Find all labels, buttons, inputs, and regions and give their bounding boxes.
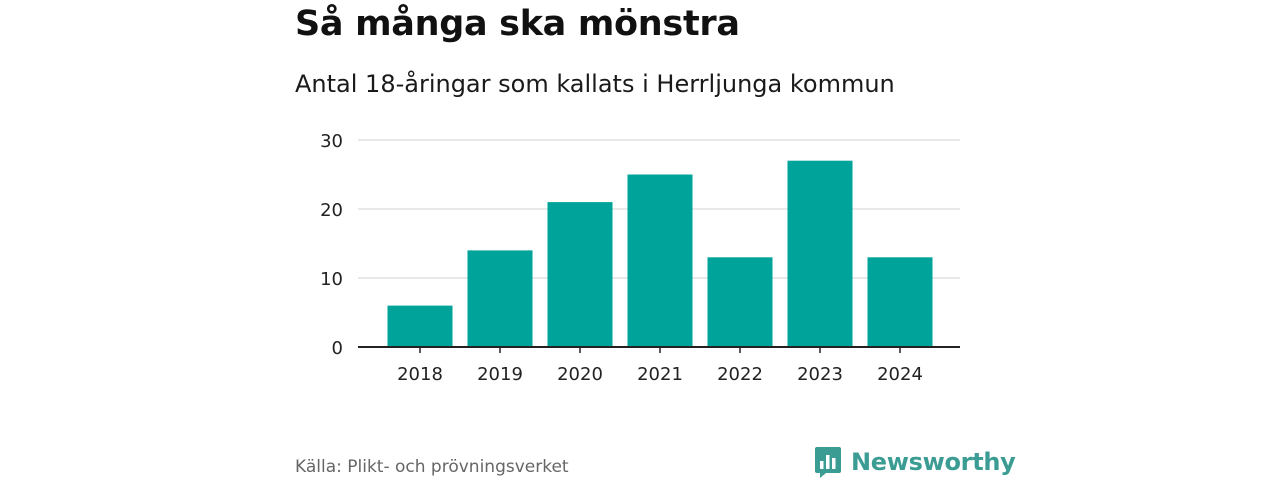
y-tick-label: 10 xyxy=(320,269,343,290)
bar xyxy=(387,305,453,347)
bar-chart-speech-bubble-icon xyxy=(815,447,841,478)
y-tick-label: 0 xyxy=(332,338,343,359)
bar xyxy=(467,250,533,347)
x-tick-label: 2020 xyxy=(557,364,603,385)
x-tick-label: 2021 xyxy=(637,364,683,385)
bar xyxy=(627,174,693,347)
source-note: Källa: Plikt- och prövningsverket xyxy=(295,457,569,477)
x-tick-label: 2023 xyxy=(797,364,843,385)
y-tick-label: 30 xyxy=(320,131,343,152)
x-tick-label: 2022 xyxy=(717,364,763,385)
bar xyxy=(707,257,773,347)
x-tick-label: 2019 xyxy=(477,364,523,385)
axes xyxy=(358,346,960,353)
bar xyxy=(787,160,853,347)
brand-logo: Newsworthy xyxy=(814,446,1016,478)
tick-labels: 0 10 20 30 2018 2019 2020 2021 2022 2023 2024 xyxy=(320,131,923,385)
bar xyxy=(547,202,613,347)
x-tick-label: 2018 xyxy=(397,364,443,385)
chart-title: Så många ska mönstra xyxy=(295,4,740,44)
y-tick-label: 20 xyxy=(320,200,343,221)
brand-name: Newsworthy xyxy=(851,448,1016,476)
bars xyxy=(387,160,933,347)
chart-subtitle: Antal 18-åringar som kallats i Herrljung… xyxy=(295,70,895,98)
bar-chart: 0 10 20 30 2018 2019 2020 2021 2022 2023 2024 xyxy=(320,131,960,385)
bar xyxy=(867,257,933,347)
x-tick-label: 2024 xyxy=(877,364,923,385)
